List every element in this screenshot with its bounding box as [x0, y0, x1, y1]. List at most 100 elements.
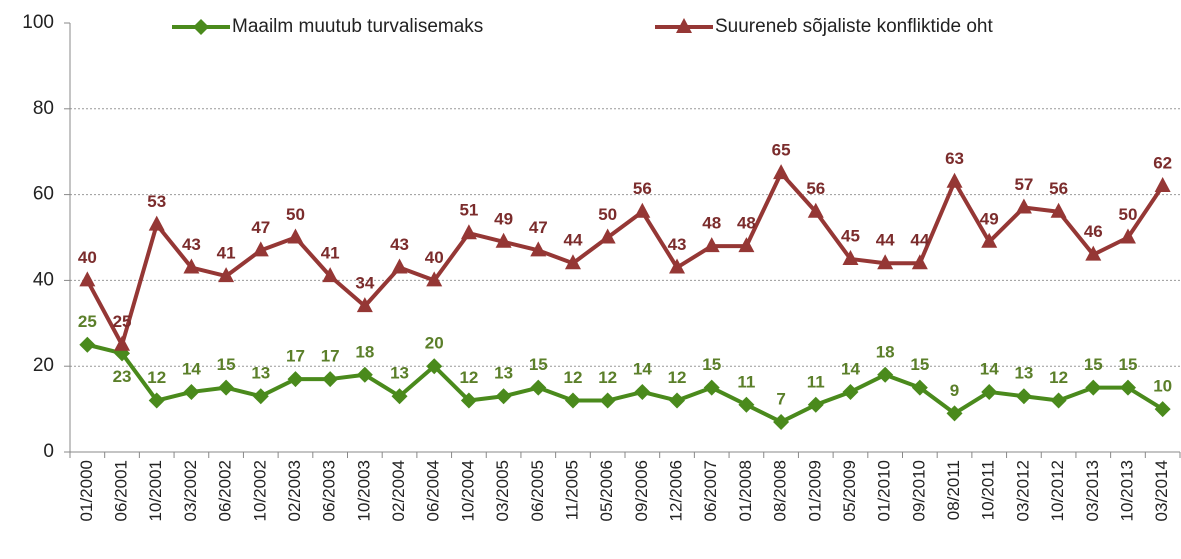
- data-label: 43: [390, 235, 409, 254]
- y-tick-label: 20: [33, 355, 54, 376]
- data-label: 56: [806, 179, 825, 198]
- series-line: [86, 342, 1164, 424]
- data-point: [287, 228, 304, 244]
- data-point: [322, 267, 339, 283]
- x-tick-label: 05/2006: [597, 460, 616, 521]
- data-point: [391, 388, 408, 405]
- data-point: [460, 392, 477, 409]
- data-label: 50: [286, 205, 305, 224]
- data-label: 15: [910, 355, 929, 374]
- x-tick-label: 06/2007: [701, 460, 720, 521]
- x-tick-label: 10/2001: [146, 460, 165, 521]
- y-tick-label: 60: [33, 184, 54, 205]
- x-tick-label: 08/2008: [771, 460, 790, 521]
- x-tick-label: 06/2003: [320, 460, 339, 521]
- data-point: [669, 258, 686, 274]
- data-label: 17: [286, 347, 305, 366]
- data-label: 56: [633, 179, 652, 198]
- data-label: 12: [1049, 368, 1068, 387]
- x-tick-label: 01/2008: [736, 460, 755, 521]
- data-point: [703, 379, 720, 396]
- data-label: 18: [355, 342, 374, 361]
- data-point: [391, 258, 408, 274]
- data-label: 62: [1153, 154, 1172, 173]
- data-point: [426, 271, 443, 287]
- x-tick-label: 06/2005: [528, 460, 547, 521]
- x-tick-label: 12/2006: [667, 460, 686, 521]
- data-label: 47: [529, 218, 548, 237]
- data-label: 11: [737, 372, 755, 391]
- data-point: [911, 379, 928, 396]
- x-tick-label: 03/2005: [493, 460, 512, 521]
- legend-label: Maailm muutub turvalisemaks: [232, 16, 483, 37]
- data-label: 43: [668, 235, 687, 254]
- data-point: [807, 396, 824, 413]
- data-label: 13: [251, 364, 270, 383]
- data-point: [79, 271, 96, 287]
- data-point: [530, 241, 547, 257]
- data-label: 41: [321, 244, 340, 263]
- data-point: [1085, 245, 1102, 261]
- data-point: [218, 267, 235, 283]
- data-label: 45: [841, 226, 860, 245]
- data-label: 48: [702, 214, 721, 233]
- y-tick-label: 40: [33, 269, 54, 290]
- x-tick-label: 10/2011: [979, 460, 998, 520]
- data-point: [877, 366, 894, 383]
- data-label: 12: [668, 368, 687, 387]
- data-label: 12: [147, 368, 166, 387]
- data-label: 11: [807, 372, 825, 391]
- data-label: 15: [217, 355, 236, 374]
- data-point: [1154, 177, 1171, 193]
- legend-label: Suureneb sõjaliste konfliktide oht: [715, 16, 994, 37]
- data-label: 12: [598, 368, 617, 387]
- data-label: 48: [737, 214, 756, 233]
- x-tick-label: 03/2012: [1013, 460, 1032, 521]
- data-label: 56: [1049, 179, 1068, 198]
- legend-marker: [676, 18, 692, 33]
- data-point: [703, 237, 720, 253]
- data-label: 15: [1119, 355, 1138, 374]
- y-tick-label: 100: [22, 12, 54, 33]
- data-label: 14: [841, 359, 860, 378]
- data-point: [218, 379, 235, 396]
- data-point: [1154, 401, 1171, 418]
- data-point: [148, 215, 165, 231]
- data-point: [946, 172, 963, 188]
- x-tick-label: 09/2006: [632, 460, 651, 521]
- data-point: [495, 388, 512, 405]
- data-label: 49: [494, 209, 513, 228]
- data-label: 63: [945, 149, 964, 168]
- x-tick-label: 01/2010: [875, 460, 894, 521]
- data-label: 12: [459, 368, 478, 387]
- data-label: 20: [425, 334, 444, 353]
- y-tick-label: 80: [33, 98, 54, 119]
- data-label: 25: [113, 312, 132, 331]
- data-label: 43: [182, 235, 201, 254]
- x-tick-label: 08/2011: [944, 460, 963, 520]
- data-point: [773, 164, 790, 180]
- x-tick-label: 10/2013: [1117, 460, 1136, 521]
- data-point: [1050, 202, 1067, 218]
- data-label: 50: [598, 205, 617, 224]
- data-label: 44: [910, 231, 929, 250]
- x-tick-label: 03/2014: [1152, 460, 1171, 521]
- data-point: [634, 202, 651, 218]
- data-point: [807, 202, 824, 218]
- data-point: [287, 371, 304, 388]
- data-point: [530, 379, 547, 396]
- data-point: [1015, 388, 1032, 405]
- data-label: 23: [113, 367, 132, 386]
- data-label: 49: [980, 209, 999, 228]
- data-point: [426, 358, 443, 375]
- x-tick-label: 06/2004: [424, 460, 443, 521]
- data-label: 13: [494, 364, 513, 383]
- data-point: [946, 405, 963, 422]
- data-label: 34: [355, 274, 374, 293]
- x-tick-label: 10/2003: [354, 460, 373, 521]
- data-label: 40: [78, 248, 97, 267]
- data-point: [599, 392, 616, 409]
- x-tick-label: 02/2003: [285, 460, 304, 521]
- data-label: 18: [876, 342, 895, 361]
